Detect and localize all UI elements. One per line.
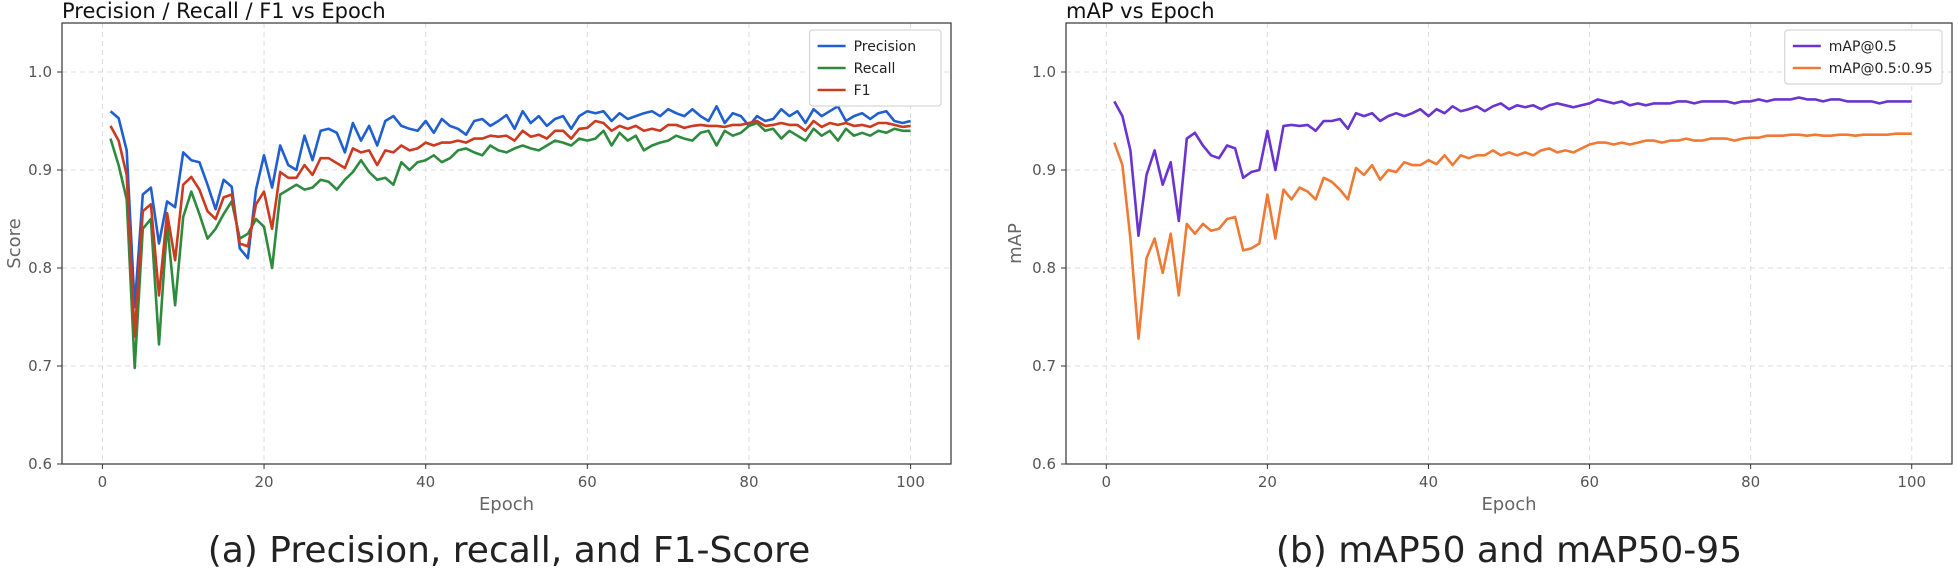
- x-tick-label: 100: [1897, 473, 1926, 491]
- y-axis-label: mAP: [1005, 223, 1026, 264]
- x-tick-label: 0: [1101, 473, 1111, 491]
- figure-caption: (b) mAP50 and mAP50-95: [1276, 530, 1742, 571]
- series-line-map-0-5: [1113, 96, 1912, 237]
- y-axis-label: Score: [4, 218, 25, 268]
- x-axis-label: Epoch: [1481, 494, 1536, 515]
- y-tick-label: 0.9: [1032, 161, 1056, 179]
- series-line-f1: [109, 119, 911, 338]
- y-tick-label: 0.7: [1032, 357, 1056, 375]
- legend-label: F1: [854, 83, 871, 99]
- y-tick-label: 0.7: [28, 357, 52, 375]
- plot-frame: [61, 22, 952, 465]
- y-tick-label: 1.0: [1032, 63, 1056, 81]
- chart-map: 0 20 40 60 80 100 0.6 0.7 0.8 0.9 1.0 mAP vs Epoch E…: [1005, 0, 1953, 571]
- plot-frame: [1065, 22, 1953, 465]
- y-tick-label: 0.6: [1032, 455, 1056, 473]
- x-tick-label: 80: [1741, 473, 1760, 491]
- legend-label: mAP@0.5: [1829, 39, 1897, 55]
- series-line-precision: [109, 105, 911, 309]
- figure-caption: (a) Precision, recall, and F1-Score: [208, 530, 811, 571]
- y-tick-label: 0.8: [1032, 259, 1056, 277]
- y-tick-label: 0.6: [28, 455, 52, 473]
- x-tick-label: 60: [1580, 473, 1599, 491]
- x-tick-label: 0: [98, 473, 108, 491]
- series-line-recall: [109, 121, 911, 370]
- chart-title: mAP vs Epoch: [1066, 0, 1215, 23]
- legend-frame: [1784, 29, 1943, 85]
- x-tick-label: 60: [578, 473, 597, 491]
- legend-label: mAP@0.5:0.95: [1829, 61, 1933, 77]
- x-tick-label: 100: [896, 473, 925, 491]
- chart-precision-recall-f1: 0 20 40 60 80 100 0.6 0.7 0.8 0.9 1.0 Precision / R…: [4, 0, 952, 571]
- legend: mAP@0.5 mAP@0.5:0.95: [1784, 29, 1943, 85]
- y-tick-label: 0.8: [28, 259, 52, 277]
- legend-label: Recall: [854, 61, 896, 77]
- legend-frame: [809, 29, 942, 107]
- x-tick-label: 80: [739, 473, 758, 491]
- x-tick-label: 20: [1258, 473, 1277, 491]
- y-tick-label: 0.9: [28, 161, 52, 179]
- x-axis-label: Epoch: [479, 494, 534, 515]
- legend: Precision Recall F1: [809, 29, 942, 107]
- series-line-map-0-5-0-95: [1113, 132, 1912, 340]
- legend-label: Precision: [854, 39, 916, 55]
- chart-title: Precision / Recall / F1 vs Epoch: [62, 0, 386, 23]
- x-tick-label: 40: [416, 473, 435, 491]
- y-tick-label: 1.0: [28, 63, 52, 81]
- x-tick-label: 20: [254, 473, 273, 491]
- x-tick-label: 40: [1419, 473, 1438, 491]
